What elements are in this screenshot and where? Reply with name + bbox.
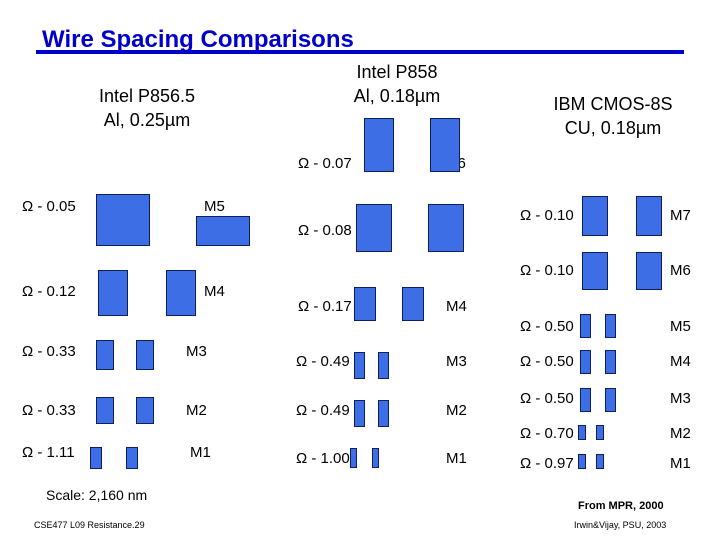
p858-m4-layer: M4 bbox=[446, 298, 467, 315]
p858-m1-wire-1 bbox=[350, 448, 357, 468]
header-intel-p858-name: Intel P858 bbox=[356, 62, 438, 82]
header-ibm-cmos8s-name: IBM CMOS-8S bbox=[553, 94, 673, 114]
p8565-m4-layer: M4 bbox=[204, 283, 225, 300]
page-title: Wire Spacing Comparisons bbox=[42, 26, 354, 53]
p858-m6-wire-2 bbox=[430, 118, 460, 172]
ibm-m2-layer: M2 bbox=[670, 425, 691, 442]
p858-m1-omega: Ω - 1.00 bbox=[296, 450, 350, 467]
ibm-m6-wire-1 bbox=[582, 252, 608, 290]
ibm-m1-layer: M1 bbox=[670, 455, 691, 472]
ibm-m3-omega: Ω - 0.50 bbox=[520, 390, 574, 407]
p858-m4-wire-2 bbox=[402, 287, 424, 321]
p858-m5-omega: Ω - 0.08 bbox=[298, 222, 352, 239]
p8565-m5-wire-2 bbox=[196, 216, 250, 246]
header-intel-p8565-process: Al, 0.25µm bbox=[103, 110, 191, 130]
p8565-m1-wire-2 bbox=[126, 447, 138, 469]
p8565-m3-omega: Ω - 0.33 bbox=[22, 343, 76, 360]
ibm-m7-wire-1 bbox=[582, 196, 608, 236]
ibm-m5-wire-2 bbox=[605, 314, 616, 338]
p858-m1-layer: M1 bbox=[446, 450, 467, 467]
ibm-m5-wire-1 bbox=[580, 314, 591, 338]
ibm-m3-wire-2 bbox=[605, 388, 616, 412]
p858-m4-wire-1 bbox=[354, 287, 376, 321]
ibm-m3-layer: M3 bbox=[670, 390, 691, 407]
p8565-m3-wire-2 bbox=[136, 340, 154, 370]
p8565-m2-layer: M2 bbox=[186, 402, 207, 419]
header-intel-p8565: Intel P856.5 Al, 0.25µm bbox=[72, 84, 222, 132]
p8565-m4-wire-2 bbox=[166, 270, 196, 316]
ibm-m2-wire-1 bbox=[578, 425, 586, 440]
p858-m3-wire-2 bbox=[378, 352, 389, 379]
ibm-m4-wire-1 bbox=[580, 350, 591, 374]
p858-m4-omega: Ω - 0.17 bbox=[298, 298, 352, 315]
ibm-m7-wire-2 bbox=[636, 196, 662, 236]
title-underline bbox=[36, 50, 684, 54]
header-intel-p8565-name: Intel P856.5 bbox=[98, 86, 196, 106]
p858-m1-wire-2 bbox=[372, 448, 379, 468]
ibm-m7-omega: Ω - 0.10 bbox=[520, 207, 574, 224]
p8565-m4-omega: Ω - 0.12 bbox=[22, 283, 76, 300]
p858-m2-wire-2 bbox=[378, 400, 389, 427]
ibm-m4-wire-2 bbox=[605, 350, 616, 374]
p858-m5-wire-1 bbox=[356, 204, 392, 252]
p858-m2-layer: M2 bbox=[446, 402, 467, 419]
p8565-m2-wire-1 bbox=[96, 397, 114, 424]
header-intel-p858: Intel P858 Al, 0.18µm bbox=[322, 60, 472, 108]
p8565-m1-layer: M1 bbox=[190, 444, 211, 461]
ibm-m5-omega: Ω - 0.50 bbox=[520, 318, 574, 335]
p8565-m1-omega: Ω - 1.11 bbox=[22, 444, 75, 461]
p858-m6-wire-1 bbox=[364, 118, 394, 172]
p8565-m3-wire-1 bbox=[96, 340, 114, 370]
ibm-m4-layer: M4 bbox=[670, 353, 691, 370]
source-label: From MPR, 2000 bbox=[578, 500, 664, 512]
p858-m3-wire-1 bbox=[354, 352, 365, 379]
header-ibm-cmos8s-process: CU, 0.18µm bbox=[564, 118, 662, 138]
credit-label: Irwin&Vijay, PSU, 2003 bbox=[574, 520, 667, 530]
p8565-m2-omega: Ω - 0.33 bbox=[22, 402, 76, 419]
ibm-m6-omega: Ω - 0.10 bbox=[520, 262, 574, 279]
p8565-m1-wire-1 bbox=[90, 447, 102, 469]
scale-label: Scale: 2,160 nm bbox=[46, 487, 148, 503]
p8565-m5-layer: M5 bbox=[204, 198, 225, 215]
ibm-m1-wire-2 bbox=[596, 454, 604, 469]
p8565-m4-wire-1 bbox=[98, 270, 128, 316]
ibm-m7-layer: M7 bbox=[670, 207, 691, 224]
header-intel-p858-process: Al, 0.18µm bbox=[353, 86, 441, 106]
ibm-m1-wire-1 bbox=[578, 454, 586, 469]
ibm-m6-wire-2 bbox=[636, 252, 662, 290]
p8565-m5-omega: Ω - 0.05 bbox=[22, 198, 76, 215]
p8565-m5-wire-1 bbox=[96, 194, 150, 246]
course-label: CSE477 L09 Resistance.29 bbox=[34, 520, 145, 530]
p858-m3-layer: M3 bbox=[446, 353, 467, 370]
ibm-m2-wire-2 bbox=[596, 425, 604, 440]
p8565-m2-wire-2 bbox=[136, 397, 154, 424]
ibm-m6-layer: M6 bbox=[670, 262, 691, 279]
p858-m3-omega: Ω - 0.49 bbox=[296, 353, 350, 370]
header-ibm-cmos8s: IBM CMOS-8S CU, 0.18µm bbox=[528, 92, 698, 140]
ibm-m5-layer: M5 bbox=[670, 318, 691, 335]
p858-m2-wire-1 bbox=[354, 400, 365, 427]
ibm-m3-wire-1 bbox=[580, 388, 591, 412]
p858-m2-omega: Ω - 0.49 bbox=[296, 402, 350, 419]
ibm-m1-omega: Ω - 0.97 bbox=[520, 455, 574, 472]
p858-m6-omega: Ω - 0.07 bbox=[298, 155, 352, 172]
p858-m5-wire-2 bbox=[428, 204, 464, 252]
ibm-m4-omega: Ω - 0.50 bbox=[520, 353, 574, 370]
p8565-m3-layer: M3 bbox=[186, 343, 207, 360]
ibm-m2-omega: Ω - 0.70 bbox=[520, 425, 574, 442]
